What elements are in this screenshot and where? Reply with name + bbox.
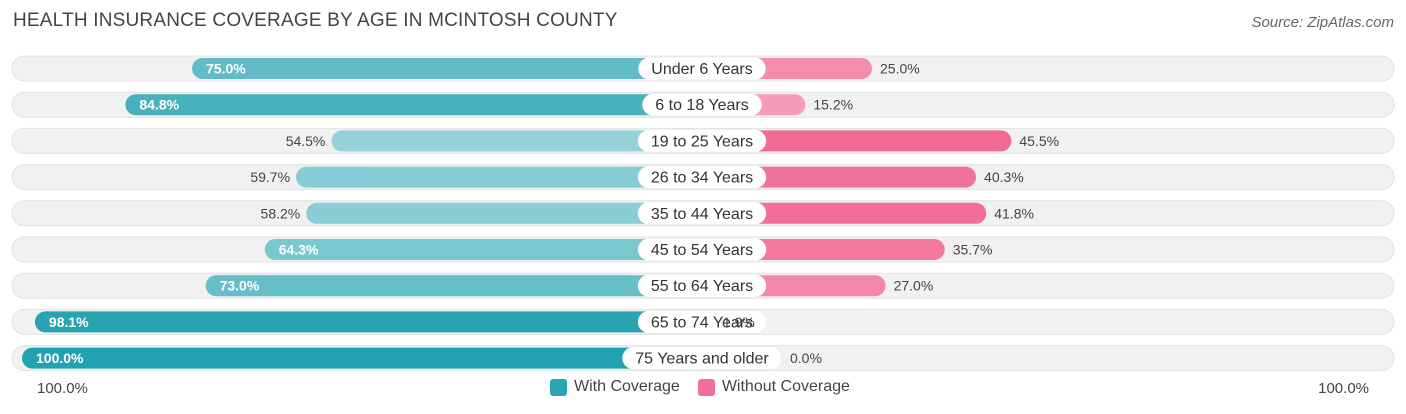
category-pill-under-6-years — [638, 57, 766, 80]
bar-with-coverage-45-to-54-years — [264, 239, 702, 260]
legend-swatch-without-coverage — [697, 378, 715, 396]
category-label-6-to-18-years: 6 to 18 Years — [655, 97, 748, 114]
bar-with-coverage-6-to-18-years — [125, 94, 703, 116]
category-pill-19-to-25-years — [637, 129, 767, 152]
bar-without-coverage-19-to-25-years — [702, 130, 1012, 152]
legend: With Coverage Without Coverage — [550, 378, 868, 396]
value-with-coverage-6-to-18-years: 84.8% — [139, 97, 179, 113]
bar-without-coverage-35-to-44-years — [702, 202, 987, 224]
value-without-coverage-under-6-years: 25.0% — [880, 61, 920, 77]
category-label-19-to-25-years: 19 to 25 Years — [651, 133, 753, 150]
category-pill-6-to-18-years — [642, 93, 762, 116]
value-without-coverage-6-to-18-years: 15.2% — [813, 97, 853, 113]
category-pill-65-to-74-years — [637, 310, 767, 333]
legend-item-with-coverage[interactable]: With Coverage — [550, 378, 680, 396]
value-without-coverage-35-to-44-years: 41.8% — [994, 205, 1034, 221]
value-with-coverage-35-to-44-years: 58.2% — [261, 205, 301, 221]
value-without-coverage-45-to-54-years: 35.7% — [953, 242, 993, 258]
chart-title: HEALTH INSURANCE COVERAGE BY AGE IN MCIN… — [13, 10, 618, 31]
value-with-coverage-65-to-74-years: 98.1% — [49, 314, 89, 330]
bar-with-coverage-26-to-34-years — [296, 166, 702, 188]
category-label-45-to-54-years: 45 to 54 Years — [651, 242, 753, 259]
bar-with-coverage-35-to-44-years — [306, 202, 702, 224]
value-with-coverage-19-to-25-years: 54.5% — [286, 133, 326, 149]
category-label-35-to-44-years: 35 to 44 Years — [651, 206, 753, 223]
bar-with-coverage-75-years-and-older — [22, 347, 702, 369]
category-label-26-to-34-years: 26 to 34 Years — [651, 170, 753, 187]
source-note: Source: ZipAtlas.com — [1251, 14, 1394, 31]
value-with-coverage-under-6-years: 75.0% — [206, 61, 246, 77]
category-pill-45-to-54-years — [637, 238, 767, 261]
value-without-coverage-26-to-34-years: 40.3% — [984, 169, 1024, 185]
bar-without-coverage-26-to-34-years — [702, 166, 977, 188]
category-pill-26-to-34-years — [637, 166, 767, 189]
axis-left-label: 100.0% — [37, 380, 88, 397]
value-without-coverage-19-to-25-years: 45.5% — [1019, 133, 1059, 149]
bar-with-coverage-19-to-25-years — [331, 130, 702, 152]
category-pill-75-years-and-older — [622, 347, 782, 370]
category-label-55-to-64-years: 55 to 64 Years — [651, 278, 753, 295]
category-label-75-years-and-older: 75 Years and older — [635, 351, 769, 368]
category-label-65-to-74-years: 65 to 74 Years — [651, 314, 753, 331]
category-pill-35-to-44-years — [637, 202, 767, 225]
legend-label-with-coverage: With Coverage — [574, 378, 680, 395]
bar-with-coverage-under-6-years — [192, 58, 702, 79]
value-with-coverage-75-years-and-older: 100.0% — [36, 350, 84, 366]
value-without-coverage-65-to-74-years: 1.9% — [723, 314, 755, 330]
value-without-coverage-55-to-64-years: 27.0% — [894, 278, 934, 294]
axis-right-label: 100.0% — [1318, 380, 1369, 397]
legend-item-without-coverage[interactable]: Without Coverage — [697, 378, 850, 396]
bar-with-coverage-55-to-64-years — [205, 275, 702, 297]
legend-label-without-coverage: Without Coverage — [721, 378, 850, 395]
legend-swatch-with-coverage — [550, 378, 567, 396]
value-with-coverage-26-to-34-years: 59.7% — [250, 169, 290, 185]
category-label-under-6-years: Under 6 Years — [651, 61, 752, 78]
value-without-coverage-75-years-and-older: 0.0% — [790, 350, 822, 366]
category-pill-55-to-64-years — [637, 274, 767, 297]
value-with-coverage-55-to-64-years: 73.0% — [220, 278, 260, 294]
value-with-coverage-45-to-54-years: 64.3% — [279, 242, 319, 258]
bar-with-coverage-65-to-74-years — [34, 311, 703, 333]
